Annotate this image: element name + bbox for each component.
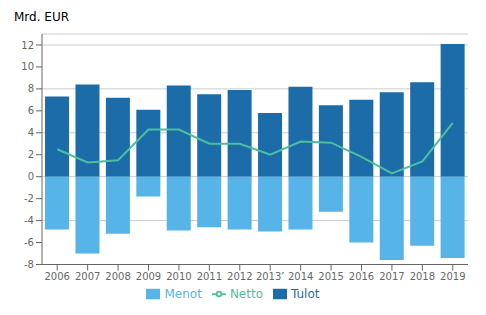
svg-text:2010: 2010 — [166, 271, 191, 282]
html-text:Netto: Netto — [229, 286, 263, 301]
svg-text:2017: 2017 — [379, 271, 404, 282]
svg-text:2012: 2012 — [227, 271, 252, 282]
svg-text:2016: 2016 — [349, 271, 374, 282]
svg-text:-2: -2 — [24, 193, 34, 204]
svg-text:10: 10 — [21, 61, 34, 72]
svg-text:2019: 2019 — [440, 271, 465, 282]
html-text:Mrd. EUR: Mrd. EUR — [14, 10, 69, 24]
svg-text:12: 12 — [21, 40, 34, 51]
svg-text:-6: -6 — [24, 237, 34, 248]
svg-text:2008: 2008 — [105, 271, 130, 282]
html-text:Tulot: Tulot — [291, 286, 320, 301]
svg-text:6: 6 — [28, 105, 34, 116]
svg-text:-8: -8 — [24, 259, 34, 270]
svg-text:2007: 2007 — [75, 271, 100, 282]
svg-text:0: 0 — [28, 171, 34, 182]
svg-text:2009: 2009 — [136, 271, 161, 282]
svg-text:8: 8 — [28, 83, 34, 94]
svg-text:2015: 2015 — [318, 271, 343, 282]
svg-text:4: 4 — [28, 127, 34, 138]
svg-text:2018: 2018 — [410, 271, 435, 282]
svg-text:2: 2 — [28, 149, 34, 160]
svg-text:2011: 2011 — [197, 271, 222, 282]
svg-text:2006: 2006 — [44, 271, 69, 282]
svg-text:2014: 2014 — [288, 271, 313, 282]
svg-text:2013’: 2013’ — [256, 271, 285, 282]
svg-text:-4: -4 — [24, 215, 34, 226]
html-text:Menot: Menot — [164, 286, 202, 301]
